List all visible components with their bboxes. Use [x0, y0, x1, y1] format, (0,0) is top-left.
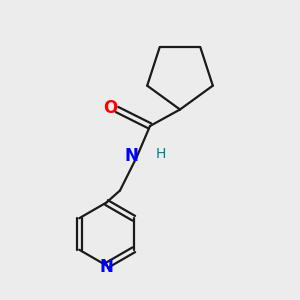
Text: O: O — [103, 99, 118, 117]
Text: H: H — [155, 147, 166, 160]
Text: N: N — [100, 258, 113, 276]
Text: N: N — [124, 147, 138, 165]
